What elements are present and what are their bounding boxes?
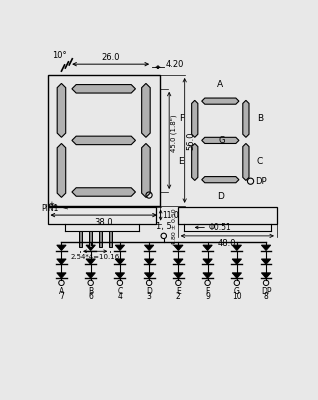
Text: G: G: [234, 287, 240, 296]
Polygon shape: [57, 259, 66, 264]
Text: +: +: [48, 201, 54, 207]
Text: DP: DP: [261, 287, 271, 296]
Bar: [89, 231, 92, 247]
Text: 4.20: 4.20: [166, 60, 184, 69]
Text: 38.0: 38.0: [94, 218, 113, 227]
Text: G: G: [219, 136, 225, 145]
Text: 26.0: 26.0: [101, 53, 120, 62]
Text: 8: 8: [264, 292, 268, 301]
Polygon shape: [115, 245, 125, 250]
Bar: [47, 207, 156, 224]
Polygon shape: [72, 188, 135, 196]
Text: 45.0 (1.8"): 45.0 (1.8"): [171, 114, 177, 152]
Polygon shape: [261, 245, 271, 250]
Polygon shape: [174, 273, 183, 278]
Text: 3: 3: [147, 292, 152, 301]
Polygon shape: [144, 273, 154, 278]
Text: 4: 4: [117, 292, 122, 301]
Text: C: C: [117, 287, 122, 296]
Text: Φ0.51: Φ0.51: [209, 223, 232, 232]
Polygon shape: [203, 245, 212, 250]
Polygon shape: [86, 245, 95, 250]
Polygon shape: [232, 273, 241, 278]
Polygon shape: [144, 245, 154, 250]
Bar: [178, 207, 277, 224]
Polygon shape: [86, 259, 95, 264]
Text: F: F: [205, 287, 210, 296]
Text: 2.54*4=10.16: 2.54*4=10.16: [71, 254, 120, 260]
Polygon shape: [203, 273, 212, 278]
Polygon shape: [57, 144, 66, 197]
Polygon shape: [72, 136, 135, 145]
Bar: [79, 231, 82, 247]
Polygon shape: [232, 245, 241, 250]
Text: C: C: [257, 158, 263, 166]
Polygon shape: [115, 259, 125, 264]
Polygon shape: [174, 259, 183, 264]
Polygon shape: [86, 273, 95, 278]
Text: E: E: [178, 158, 184, 166]
Text: 48.0: 48.0: [218, 239, 237, 248]
Polygon shape: [72, 84, 135, 93]
Polygon shape: [261, 259, 271, 264]
Text: 1, 5: 1, 5: [156, 222, 172, 231]
Polygon shape: [57, 273, 66, 278]
Text: DP: DP: [255, 177, 267, 186]
Text: 7: 7: [59, 292, 64, 301]
Polygon shape: [144, 259, 154, 264]
Polygon shape: [203, 259, 212, 264]
Text: D: D: [217, 192, 224, 201]
Polygon shape: [142, 144, 150, 197]
Text: 2: 2: [176, 292, 181, 301]
Text: B: B: [257, 114, 263, 123]
Polygon shape: [202, 98, 239, 104]
Bar: [47, 75, 160, 206]
Bar: [109, 231, 112, 247]
Text: 10°: 10°: [52, 51, 66, 60]
Polygon shape: [192, 144, 198, 180]
Text: B: B: [88, 287, 93, 296]
Polygon shape: [57, 84, 66, 137]
Text: 4.80 ± 0.50: 4.80 ± 0.50: [172, 208, 177, 245]
Text: 10: 10: [232, 292, 242, 301]
Polygon shape: [115, 273, 125, 278]
Text: A: A: [59, 287, 64, 296]
Text: PIN1: PIN1: [41, 204, 59, 214]
Polygon shape: [202, 176, 239, 183]
Text: E: E: [176, 287, 181, 296]
Polygon shape: [174, 245, 183, 250]
Polygon shape: [261, 273, 271, 278]
Bar: [99, 231, 102, 247]
Polygon shape: [243, 144, 249, 180]
Text: 56.0: 56.0: [186, 131, 195, 150]
Text: 9: 9: [205, 292, 210, 301]
Polygon shape: [243, 100, 249, 137]
Text: 11.0: 11.0: [162, 210, 179, 220]
Text: F: F: [179, 114, 184, 123]
Text: 6: 6: [88, 292, 93, 301]
Polygon shape: [192, 100, 198, 137]
Polygon shape: [202, 137, 239, 144]
Text: D: D: [146, 287, 152, 296]
Polygon shape: [57, 245, 66, 250]
Text: A: A: [217, 80, 223, 89]
Polygon shape: [232, 259, 241, 264]
Polygon shape: [142, 84, 150, 137]
